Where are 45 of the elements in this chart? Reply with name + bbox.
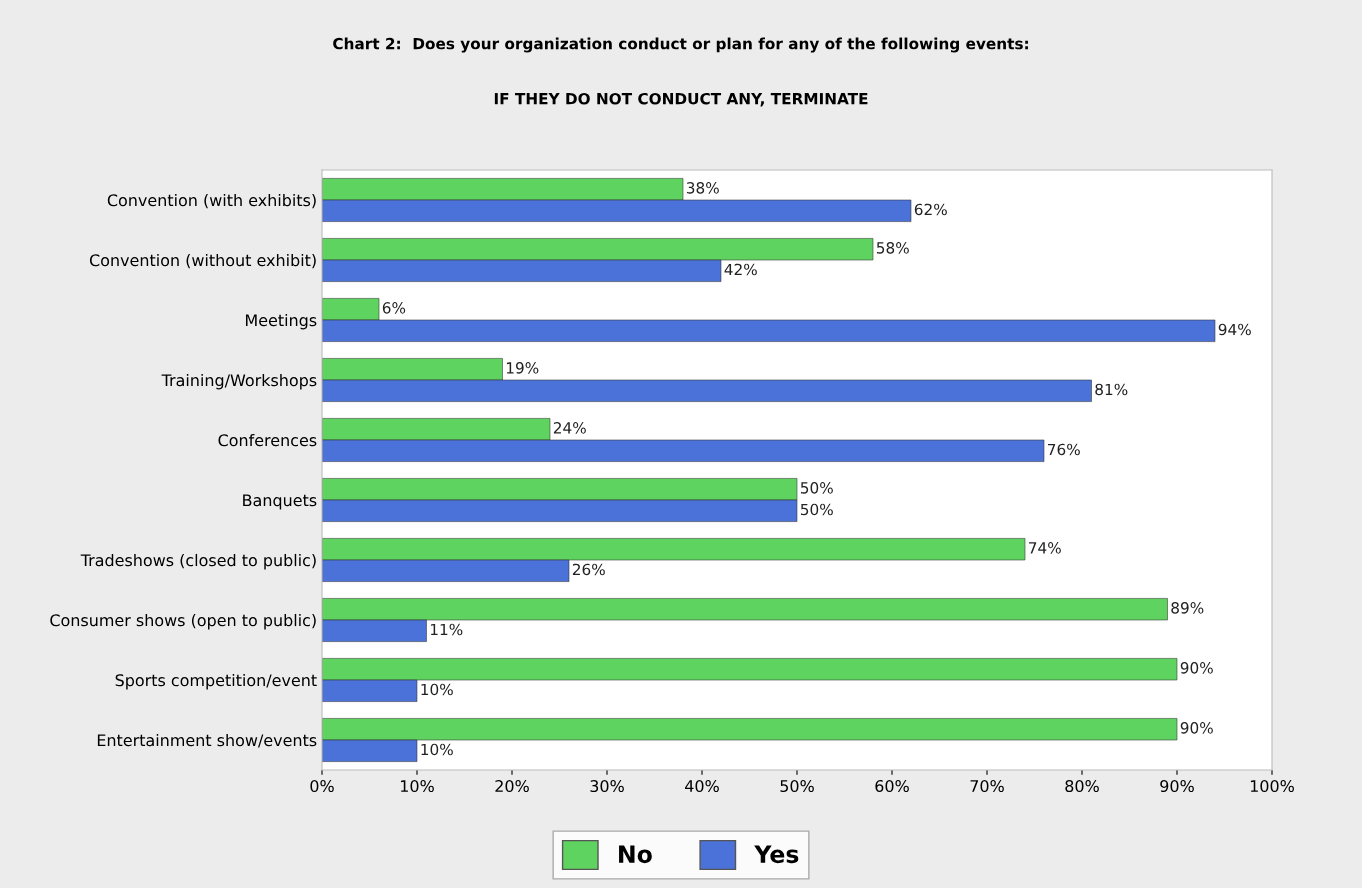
y-tick-label: Consumer shows (open to public)	[50, 613, 316, 630]
x-tick-label: 60%	[875, 780, 909, 793]
legend-label: Yes	[754, 845, 799, 864]
x-tick-label: 10%	[401, 780, 434, 793]
chart-subtitle: IF THEY DO NOT CONDUCT ANY, TERMINATE	[494, 92, 868, 107]
data-label: 74%	[1029, 542, 1061, 554]
y-tick-label: Meetings	[245, 313, 317, 330]
legend-label: No	[619, 845, 652, 864]
data-label: 90%	[1180, 722, 1213, 734]
y-tick-label: Training/Workshops	[161, 373, 317, 390]
data-label: 50%	[800, 482, 833, 494]
x-tick-label: 30%	[590, 780, 624, 793]
data-label: 50%	[800, 503, 833, 516]
data-label: 90%	[1180, 662, 1213, 674]
y-tick-label: Convention (with exhibits)	[107, 193, 316, 209]
y-tick-label: Entertainment show/events	[97, 733, 317, 748]
x-tick-label: 90%	[1160, 780, 1194, 793]
data-label: 89%	[1171, 602, 1204, 614]
x-tick-label: 0%	[310, 780, 334, 793]
data-label: 42%	[724, 263, 757, 276]
x-tick-label: 20%	[495, 780, 529, 793]
y-tick-label: Tradeshows (closed to public)	[80, 553, 316, 570]
chart-title: Chart 2: Does your organization conduct or plan for any of the following events:	[333, 37, 1028, 53]
data-label: 62%	[914, 203, 947, 216]
y-tick-label: Sports competition/event	[115, 673, 317, 690]
data-label: 10%	[421, 743, 453, 756]
data-label: 26%	[572, 563, 605, 576]
data-label: 58%	[876, 242, 909, 254]
x-tick-label: 40%	[685, 780, 719, 793]
x-tick-label: 80%	[1065, 780, 1099, 793]
data-label: 11%	[430, 623, 463, 636]
y-tick-label: Conferences	[218, 433, 317, 447]
data-label: 38%	[686, 182, 719, 194]
data-label: 76%	[1048, 443, 1080, 456]
data-label: 24%	[553, 422, 586, 434]
x-tick-label: 50%	[780, 780, 814, 793]
y-tick-label: Banquets	[243, 494, 317, 510]
data-label: 81%	[1095, 383, 1128, 396]
data-label: 6%	[382, 302, 406, 314]
data-label: 19%	[506, 362, 539, 374]
y-tick-label: Convention (without exhibit)	[89, 253, 316, 269]
x-tick-label: 70%	[970, 780, 1004, 793]
data-label: 10%	[421, 683, 453, 696]
x-tick-label: 100%	[1250, 780, 1294, 793]
data-label: 94%	[1218, 323, 1251, 336]
